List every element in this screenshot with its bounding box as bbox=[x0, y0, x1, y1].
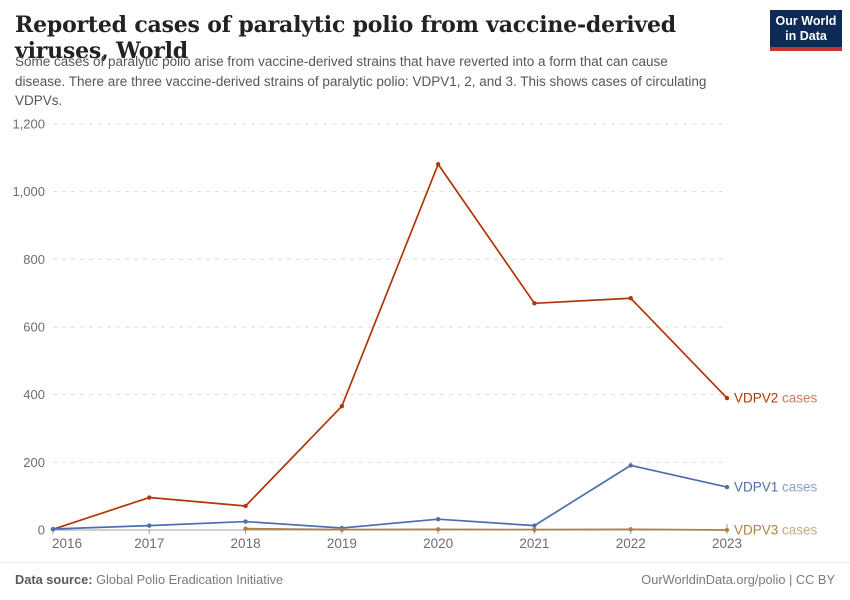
series-line-vdpv1[interactable] bbox=[52, 464, 728, 530]
x-axis-year-label: 2022 bbox=[616, 536, 646, 551]
x-axis-year-label: 2017 bbox=[134, 536, 164, 551]
data-point-vdpv2[interactable] bbox=[532, 301, 537, 306]
chart-footer: Data source: Global Polio Eradication In… bbox=[0, 562, 850, 587]
owid-logo-line2: in Data bbox=[785, 29, 827, 43]
data-point-vdpv2[interactable] bbox=[628, 296, 633, 301]
series-line-vdpv2[interactable] bbox=[52, 163, 728, 531]
chart-subtitle: Some cases of paralytic polio arise from… bbox=[15, 54, 707, 108]
y-axis-tick-label: 1,200 bbox=[12, 117, 45, 132]
data-point-vdpv1[interactable] bbox=[243, 519, 248, 524]
y-axis-tick-label: 200 bbox=[23, 455, 45, 470]
data-point-vdpv1[interactable] bbox=[50, 526, 56, 532]
data-source-value: Global Polio Eradication Initiative bbox=[96, 572, 284, 587]
x-axis-year-label: 2021 bbox=[519, 536, 549, 551]
data-point-vdpv1[interactable] bbox=[435, 516, 441, 522]
data-point-vdpv3[interactable] bbox=[532, 527, 537, 532]
credit-line[interactable]: OurWorldinData.org/polio | CC BY bbox=[641, 572, 835, 587]
y-axis-tick-label: 0 bbox=[38, 523, 45, 538]
y-axis-tick-label: 800 bbox=[23, 252, 45, 267]
page-title: Reported cases of paralytic polio from v… bbox=[15, 12, 676, 64]
data-point-vdpv2[interactable] bbox=[724, 395, 730, 401]
data-point-vdpv3[interactable] bbox=[724, 527, 730, 533]
owid-logo-line1: Our World bbox=[775, 14, 837, 28]
y-axis-tick-label: 1,000 bbox=[12, 184, 45, 199]
x-axis-year-label: 2023 bbox=[712, 536, 742, 551]
x-axis-year-label: 2016 bbox=[52, 536, 82, 551]
x-axis-year-label: 2019 bbox=[327, 536, 357, 551]
data-point-vdpv1[interactable] bbox=[628, 463, 633, 468]
data-point-vdpv2[interactable] bbox=[339, 403, 345, 409]
data-point-vdpv1[interactable] bbox=[724, 484, 730, 490]
data-point-vdpv1[interactable] bbox=[147, 523, 152, 528]
data-source-label: Data source: bbox=[15, 572, 93, 587]
y-axis-tick-label: 600 bbox=[23, 320, 45, 335]
owid-logo[interactable]: Our World in Data bbox=[770, 10, 842, 51]
data-point-vdpv3[interactable] bbox=[628, 527, 633, 532]
data-point-vdpv2[interactable] bbox=[243, 503, 248, 509]
series-label-vdpv1[interactable]: VDPV1 cases bbox=[734, 480, 818, 495]
data-point-vdpv2[interactable] bbox=[435, 162, 441, 167]
series-label-vdpv2[interactable]: VDPV2 cases bbox=[734, 391, 818, 406]
data-source: Data source: Global Polio Eradication In… bbox=[15, 572, 283, 587]
data-point-vdpv3[interactable] bbox=[243, 526, 248, 531]
x-axis-year-label: 2018 bbox=[231, 536, 261, 551]
x-axis-year-label: 2020 bbox=[423, 536, 453, 551]
data-point-vdpv2[interactable] bbox=[147, 495, 152, 500]
y-axis-tick-label: 400 bbox=[23, 387, 45, 402]
data-point-vdpv3[interactable] bbox=[435, 527, 441, 532]
series-label-vdpv3[interactable]: VDPV3 cases bbox=[734, 523, 818, 538]
series-line-vdpv3[interactable] bbox=[244, 527, 728, 531]
data-point-vdpv1[interactable] bbox=[532, 523, 537, 528]
data-point-vdpv3[interactable] bbox=[339, 527, 345, 532]
